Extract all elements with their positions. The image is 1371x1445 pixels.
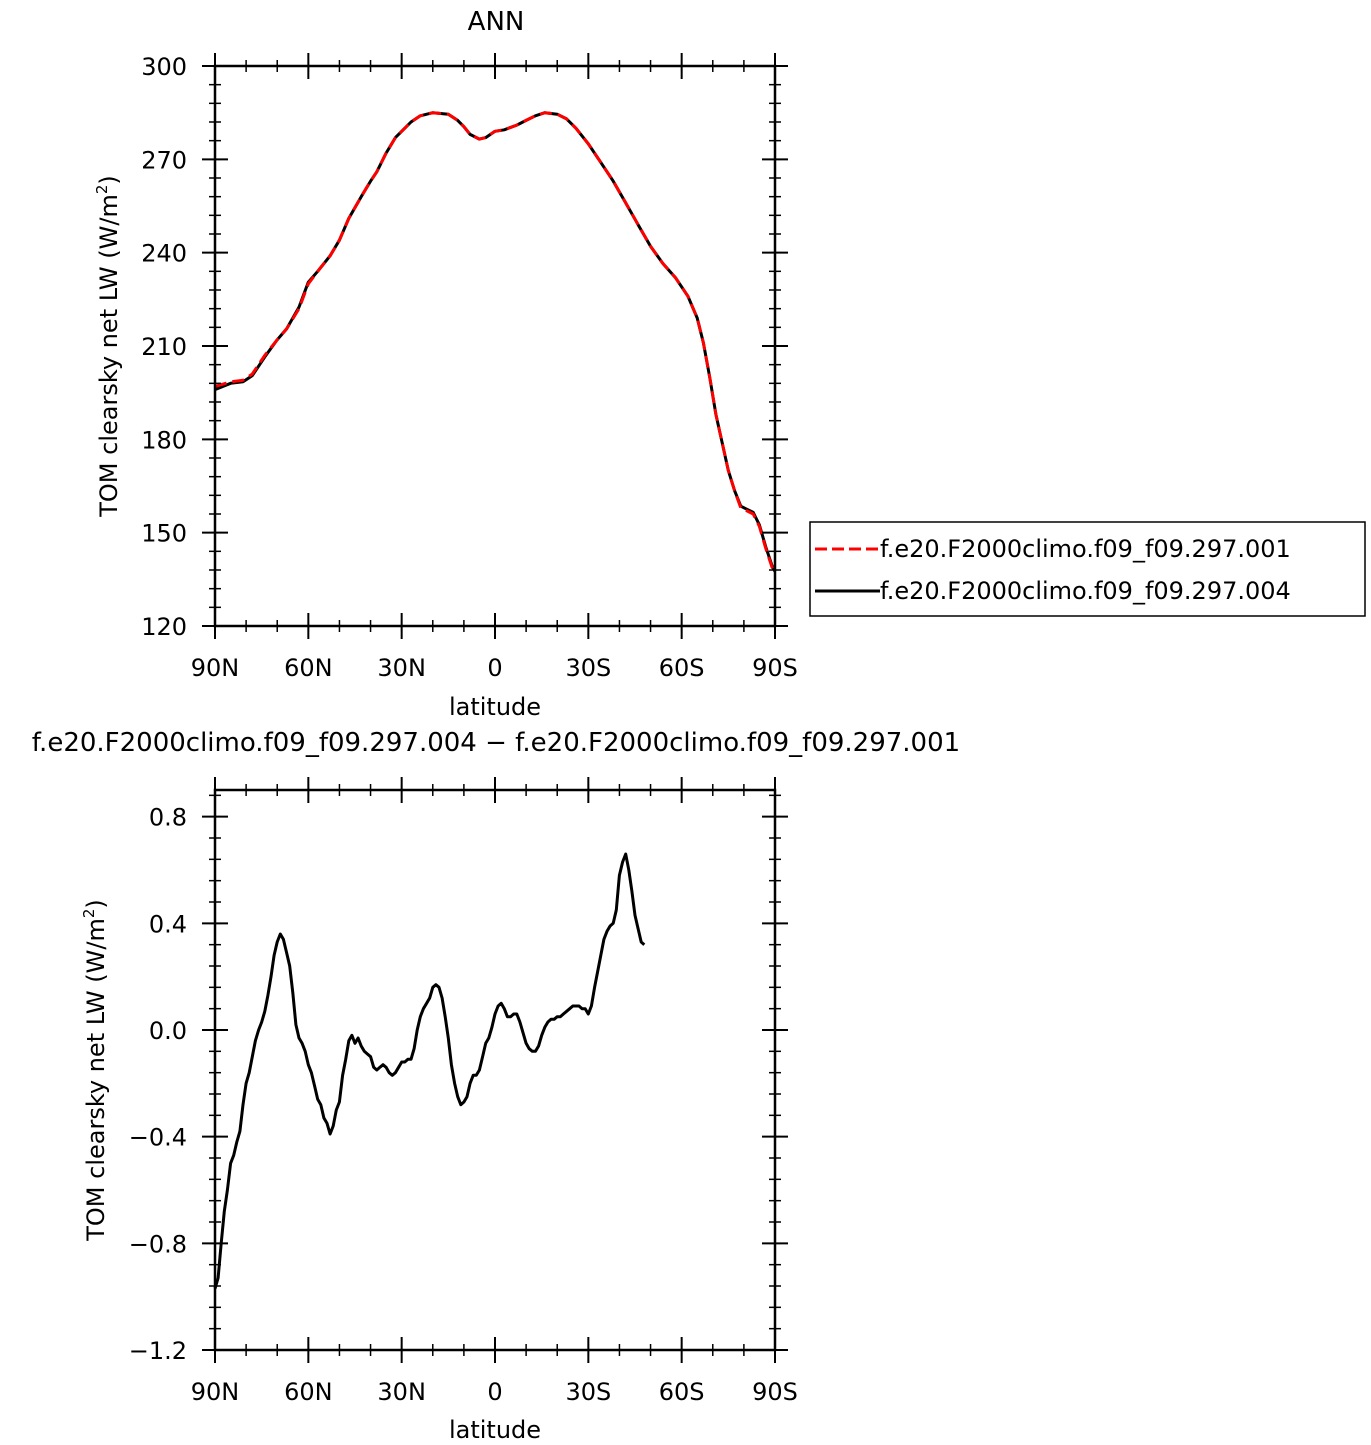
y-tick-label: 0.4 [149,910,187,938]
y-tick-label: −0.4 [129,1124,187,1152]
y-axis-label-close: ) [82,899,110,908]
x-tick-label: 60N [284,1378,333,1406]
y-tick-label: 180 [141,426,187,454]
legend-entry-0: f.e20.F2000climo.f09_f09.297.001 [880,535,1291,563]
y-axis-label-close: ) [95,175,123,184]
legend-box [809,521,1366,617]
plot-frame [213,64,777,628]
x-axis-label: latitude [449,1416,541,1444]
y-tick-label: 240 [141,240,187,268]
legend: f.e20.F2000climo.f09_f09.297.001 f.e20.F… [809,521,1366,617]
series-line-0 [213,852,646,1290]
x-axis: 90N 60N 30N 0 30S 60S 90S [191,53,798,682]
y-tick-label: 210 [141,333,187,361]
y-axis-label-sup: 2 [93,185,111,195]
y-axis-label-sup: 2 [80,909,98,919]
y-tick-label: −0.8 [129,1230,187,1258]
y-tick-label: 150 [141,520,187,548]
x-tick-label: 0 [487,654,502,682]
x-axis: 90N 60N 30N 0 30S 60S 90S [191,777,798,1406]
x-tick-label: 90S [752,1378,798,1406]
chart-title: ANN [468,7,525,37]
y-tick-label: −1.2 [129,1337,187,1365]
x-tick-label: 30S [565,654,611,682]
plot-frame [213,788,777,1352]
y-axis: −1.2 −0.8 −0.4 0.0 0.4 0.8 [129,794,788,1365]
y-axis: 120 150 180 210 240 270 300 [141,53,788,641]
chart-difference: f.e20.F2000climo.f09_f09.297.004 − f.e20… [32,728,960,1444]
x-tick-label: 90S [752,654,798,682]
x-tick-label: 0 [487,1378,502,1406]
series-group [213,852,646,1290]
y-tick-label: 300 [141,53,187,81]
x-tick-label: 60S [659,654,705,682]
x-tick-label: 90N [191,1378,240,1406]
y-axis-label: TOM clearsky net LW (W/m2) [93,175,123,518]
y-axis-label-main: TOM clearsky net LW (W/m [82,918,110,1242]
y-tick-label: 0.0 [149,1017,187,1045]
x-tick-label: 30N [377,1378,426,1406]
chart-title: f.e20.F2000climo.f09_f09.297.004 − f.e20… [32,728,960,758]
series-line-1 [214,111,777,573]
x-tick-label: 30N [377,654,426,682]
x-tick-label: 90N [191,654,240,682]
series-line-0 [214,111,777,574]
y-axis-label: TOM clearsky net LW (W/m2) [80,899,110,1242]
series-group [214,111,777,574]
y-tick-label: 0.8 [149,804,187,832]
chart-zonal-mean: ANN 120 150 180 210 240 270 300 90N 60N 30N 0 30S 6… [93,7,1366,721]
x-tick-label: 60S [659,1378,705,1406]
x-tick-label: 60N [284,654,333,682]
legend-entry-1: f.e20.F2000climo.f09_f09.297.004 [880,577,1291,605]
y-tick-label: 270 [141,146,187,174]
x-axis-label: latitude [449,693,541,721]
x-tick-label: 30S [565,1378,611,1406]
y-tick-label: 120 [141,613,187,641]
y-axis-label-main: TOM clearsky net LW (W/m [95,194,123,518]
